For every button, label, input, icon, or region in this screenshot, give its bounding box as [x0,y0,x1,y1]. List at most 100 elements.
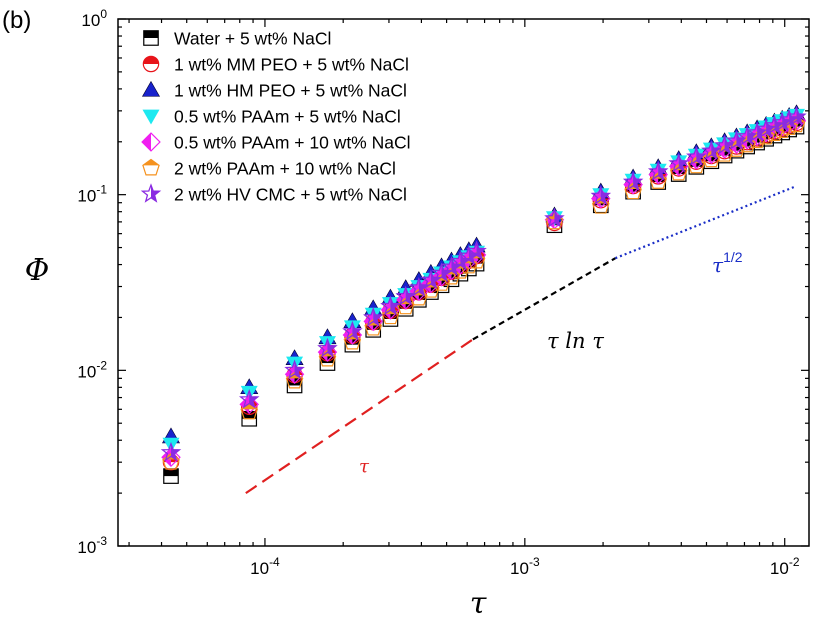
marker-outline [381,307,400,325]
marker-fill [724,136,734,153]
x-tick-label-exponent: -3 [529,555,540,569]
marker-fill [757,123,766,141]
x-tick-label: 10-2 [770,555,800,578]
data-point [466,240,487,261]
tau-scaling-label: τ [359,456,370,477]
data-point [746,122,768,142]
x-tick-label-base: 10 [770,559,789,578]
legend: Water + 5 wt% NaCl 1 wt% MM PEO + 5 wt% N… [140,29,411,205]
marker-outline [240,402,259,420]
marker-fill [633,173,642,190]
x-tick-label-exponent: -4 [269,555,280,569]
y-axis-label: Φ [25,253,50,288]
legend-marker [141,80,161,97]
series-6 [160,106,807,462]
marker-outline [649,172,667,189]
marker-outline [343,332,362,350]
marker-outline [669,163,688,181]
data-point [668,152,689,173]
legend-item: 0.5 wt% PAAm + 10 wt% NaCl [141,132,411,153]
data-point [647,160,669,181]
marker-fill [736,132,745,149]
y-tick-label-exponent: -2 [96,358,107,372]
marker-outline [363,311,384,332]
marker-fill [476,242,486,259]
marker-fill [143,56,159,64]
data-point [408,277,430,297]
legend-marker [142,158,160,176]
legend-label: Water + 5 wt% NaCl [174,29,331,49]
marker-fill [143,30,159,38]
y-tick-label: 10-2 [77,358,107,381]
marker-fill [294,361,304,378]
marker-fill [170,443,180,460]
marker-fill [142,109,160,125]
marker-fill [418,278,428,296]
legend-marker [140,183,162,203]
y-tick-label-base: 10 [81,11,100,30]
tau-half-exponent: 1/2 [723,249,743,265]
legend-marker [142,109,160,125]
marker-outline [317,342,338,362]
marker-fill [373,308,382,326]
data-point [380,295,401,316]
marker-fill [141,80,161,97]
legend-label: 2 wt% HV CMC + 5 wt% NaCl [174,185,407,205]
data-point [786,106,807,126]
scaling-lines [245,184,797,495]
y-tick-label-exponent: 0 [100,7,107,21]
marker-outline [162,452,180,470]
marker-outline [142,158,160,176]
marker-outline [161,447,181,468]
data-point [238,388,260,409]
tau-half-base: τ [712,253,724,277]
marker-outline [624,182,642,200]
data-point [362,307,384,327]
legend-label: 0.5 wt% PAAm + 10 wt% NaCl [174,133,411,153]
y-tick-label: 10-3 [77,534,107,557]
marker-fill [241,403,258,410]
legend-label: 0.5 wt% PAAm + 5 wt% NaCl [174,107,401,127]
marker-outline [687,156,706,174]
scaling-labels: τ τ ln τ τ1/2 [359,249,743,477]
marker-fill [163,468,179,477]
plot-frame [117,18,810,547]
y-tick-label: 100 [81,7,107,30]
marker-outline [143,30,159,46]
x-tick-label-base: 10 [250,559,269,578]
marker-fill [747,127,756,144]
data-point [590,185,612,205]
legend-item: Water + 5 wt% NaCl [143,29,331,49]
scaling-line-1 [472,257,616,341]
tau-half-scaling-label: τ1/2 [712,249,743,277]
legend-item: 1 wt% MM PEO + 5 wt% NaCl [142,55,409,75]
data-points [160,104,807,484]
marker-fill [151,185,160,202]
marker-fill [796,108,805,125]
marker-outline [342,325,363,345]
marker-fill [242,411,257,419]
marker-fill [711,142,720,159]
marker-fill [678,154,688,171]
y-tick-label-base: 10 [77,538,96,557]
legend-marker [141,132,161,152]
y-tick-label-exponent: -3 [96,534,107,548]
marker-fill [405,287,415,304]
data-point [395,285,416,306]
marker-fill [327,339,336,356]
x-tick-label-exponent: -2 [789,555,800,569]
legend-item: 2 wt% PAAm + 10 wt% NaCl [142,158,396,179]
y-tick-label: 10-1 [77,183,107,206]
legend-label: 1 wt% HM PEO + 5 wt% NaCl [174,81,407,101]
legend-item: 2 wt% HV CMC + 5 wt% NaCl [140,183,407,205]
marker-outline [380,300,401,320]
data-point [701,140,722,160]
marker-outline [141,132,161,152]
marker-outline [142,55,160,73]
marker-fill [249,390,258,407]
marker-fill [352,322,361,339]
data-point [342,320,363,341]
